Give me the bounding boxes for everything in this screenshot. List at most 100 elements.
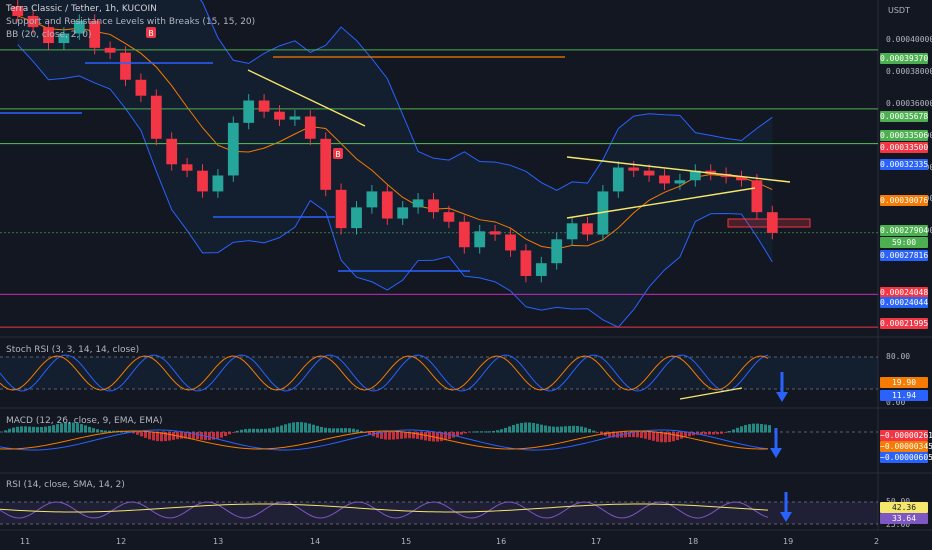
macd-histogram-bar [588, 428, 591, 433]
bb-basis [17, 15, 773, 250]
candle [612, 167, 624, 192]
price-tag: 0.00027904 [880, 225, 929, 236]
macd-histogram-bar [684, 432, 687, 438]
macd-histogram-bar [608, 432, 611, 437]
candle [551, 239, 563, 264]
candlestick-series [12, 0, 778, 283]
candle [582, 223, 593, 235]
macd-histogram-bar [640, 432, 643, 438]
rsi-title: RSI (14, close, SMA, 14, 2) [6, 480, 125, 490]
macd-histogram-bar [520, 422, 523, 433]
support-resistance-levels [0, 49, 878, 328]
macd-histogram-bar [768, 425, 771, 433]
macd-histogram-bar [448, 432, 451, 440]
candle [104, 47, 116, 53]
bb-upper [199, 0, 773, 191]
price-tick-label: 0.00036000 [886, 98, 932, 108]
candle [335, 189, 347, 229]
stoch-tag: 19.90 [880, 377, 928, 388]
stoch-tick-label: 80.00 [886, 352, 911, 361]
macd-histogram-bar [532, 422, 535, 433]
macd-histogram-bar [68, 422, 71, 433]
candle [520, 250, 532, 276]
macd-histogram-bar [560, 426, 563, 433]
macd-histogram-bar [32, 426, 35, 433]
break-badge-label: B [148, 29, 154, 38]
macd-histogram-bar [548, 426, 551, 433]
macd-histogram-bar [504, 427, 507, 433]
macd-histogram-bar [280, 425, 283, 433]
candle [289, 116, 301, 120]
candle [166, 138, 178, 165]
candle [505, 234, 516, 251]
macd-histogram-bar [408, 432, 411, 439]
macd-histogram-bar [464, 432, 467, 434]
macd-histogram-bar [756, 423, 759, 433]
price-tick-label: 0.00038000 [886, 66, 932, 76]
macd-histogram-bar [92, 428, 95, 433]
macd-histogram-bar [544, 425, 547, 433]
macd-signal-line [0, 430, 769, 450]
macd-histogram-bar [356, 429, 359, 433]
macd-histogram-bar [60, 423, 63, 433]
macd-histogram-bar [312, 424, 315, 433]
macd-histogram-bar [316, 425, 319, 433]
macd-histogram-bar [100, 430, 103, 433]
date-tick-label: 12 [116, 537, 127, 546]
candle [351, 207, 362, 229]
macd-histogram-bar [88, 426, 91, 433]
macd-histogram-bar [208, 432, 211, 441]
trendlines: BB [0, 27, 811, 272]
macd-histogram-bar [184, 432, 187, 439]
legend-bb-indicator: BB (20, close, 2, 0) [6, 30, 92, 40]
candle [366, 191, 378, 208]
macd-histogram-bar [568, 425, 571, 433]
macd-histogram-bar [556, 426, 559, 433]
macd-histogram-bar [196, 432, 199, 440]
macd-histogram-bar [240, 429, 243, 433]
macd-histogram-bar [40, 426, 43, 433]
macd-histogram-bar [552, 426, 555, 433]
macd-histogram-bar [4, 430, 7, 433]
break-badge-label: B [335, 150, 341, 159]
date-tick-label: 19 [783, 537, 794, 546]
macd-histogram-bar [436, 432, 439, 442]
candle [227, 122, 239, 176]
macd-histogram-bar [420, 432, 423, 440]
price-tag: 0.00024044 [880, 297, 929, 308]
macd-histogram-bar [108, 430, 111, 433]
macd-histogram-bar [304, 422, 307, 433]
macd-histogram-bar [236, 430, 239, 433]
triangle-upper [566, 156, 791, 183]
macd-histogram-bar [332, 428, 335, 433]
macd-histogram-bar [484, 431, 487, 433]
candle [643, 170, 655, 176]
macd-histogram-bar [600, 432, 603, 435]
macd-histogram-bar [324, 427, 327, 433]
legend-sr-indicator: Support and Resistance Levels with Break… [6, 17, 256, 27]
macd-histogram-bar [724, 432, 727, 433]
macd-histogram-bar [260, 428, 263, 433]
macd-histogram-bar [336, 428, 339, 433]
candle [274, 111, 285, 120]
candle [689, 170, 701, 181]
macd-histogram-bar [660, 432, 663, 443]
macd-histogram-bar [152, 432, 155, 441]
macd-histogram-bar [224, 432, 227, 437]
macd-histogram-bar [580, 426, 583, 433]
macd-histogram-bar [736, 427, 739, 433]
macd-histogram-bar [256, 428, 259, 433]
macd-histogram-bar [264, 428, 267, 433]
macd-histogram-bar [84, 425, 87, 433]
macd-histogram-bar [136, 432, 139, 435]
macd-histogram-bar [680, 432, 683, 439]
macd-histogram-bar [688, 432, 691, 437]
macd-histogram-bar [188, 432, 191, 439]
legend-symbol: Terra Classic / Tether, 1h, KUCOIN [6, 4, 157, 14]
macd-histogram-bar [248, 428, 251, 433]
date-tick-label: 11 [20, 537, 31, 546]
price-tag: 0.00035678 [880, 111, 929, 122]
macd-histogram-bar [732, 429, 735, 433]
macd-histogram-bar [72, 422, 75, 433]
